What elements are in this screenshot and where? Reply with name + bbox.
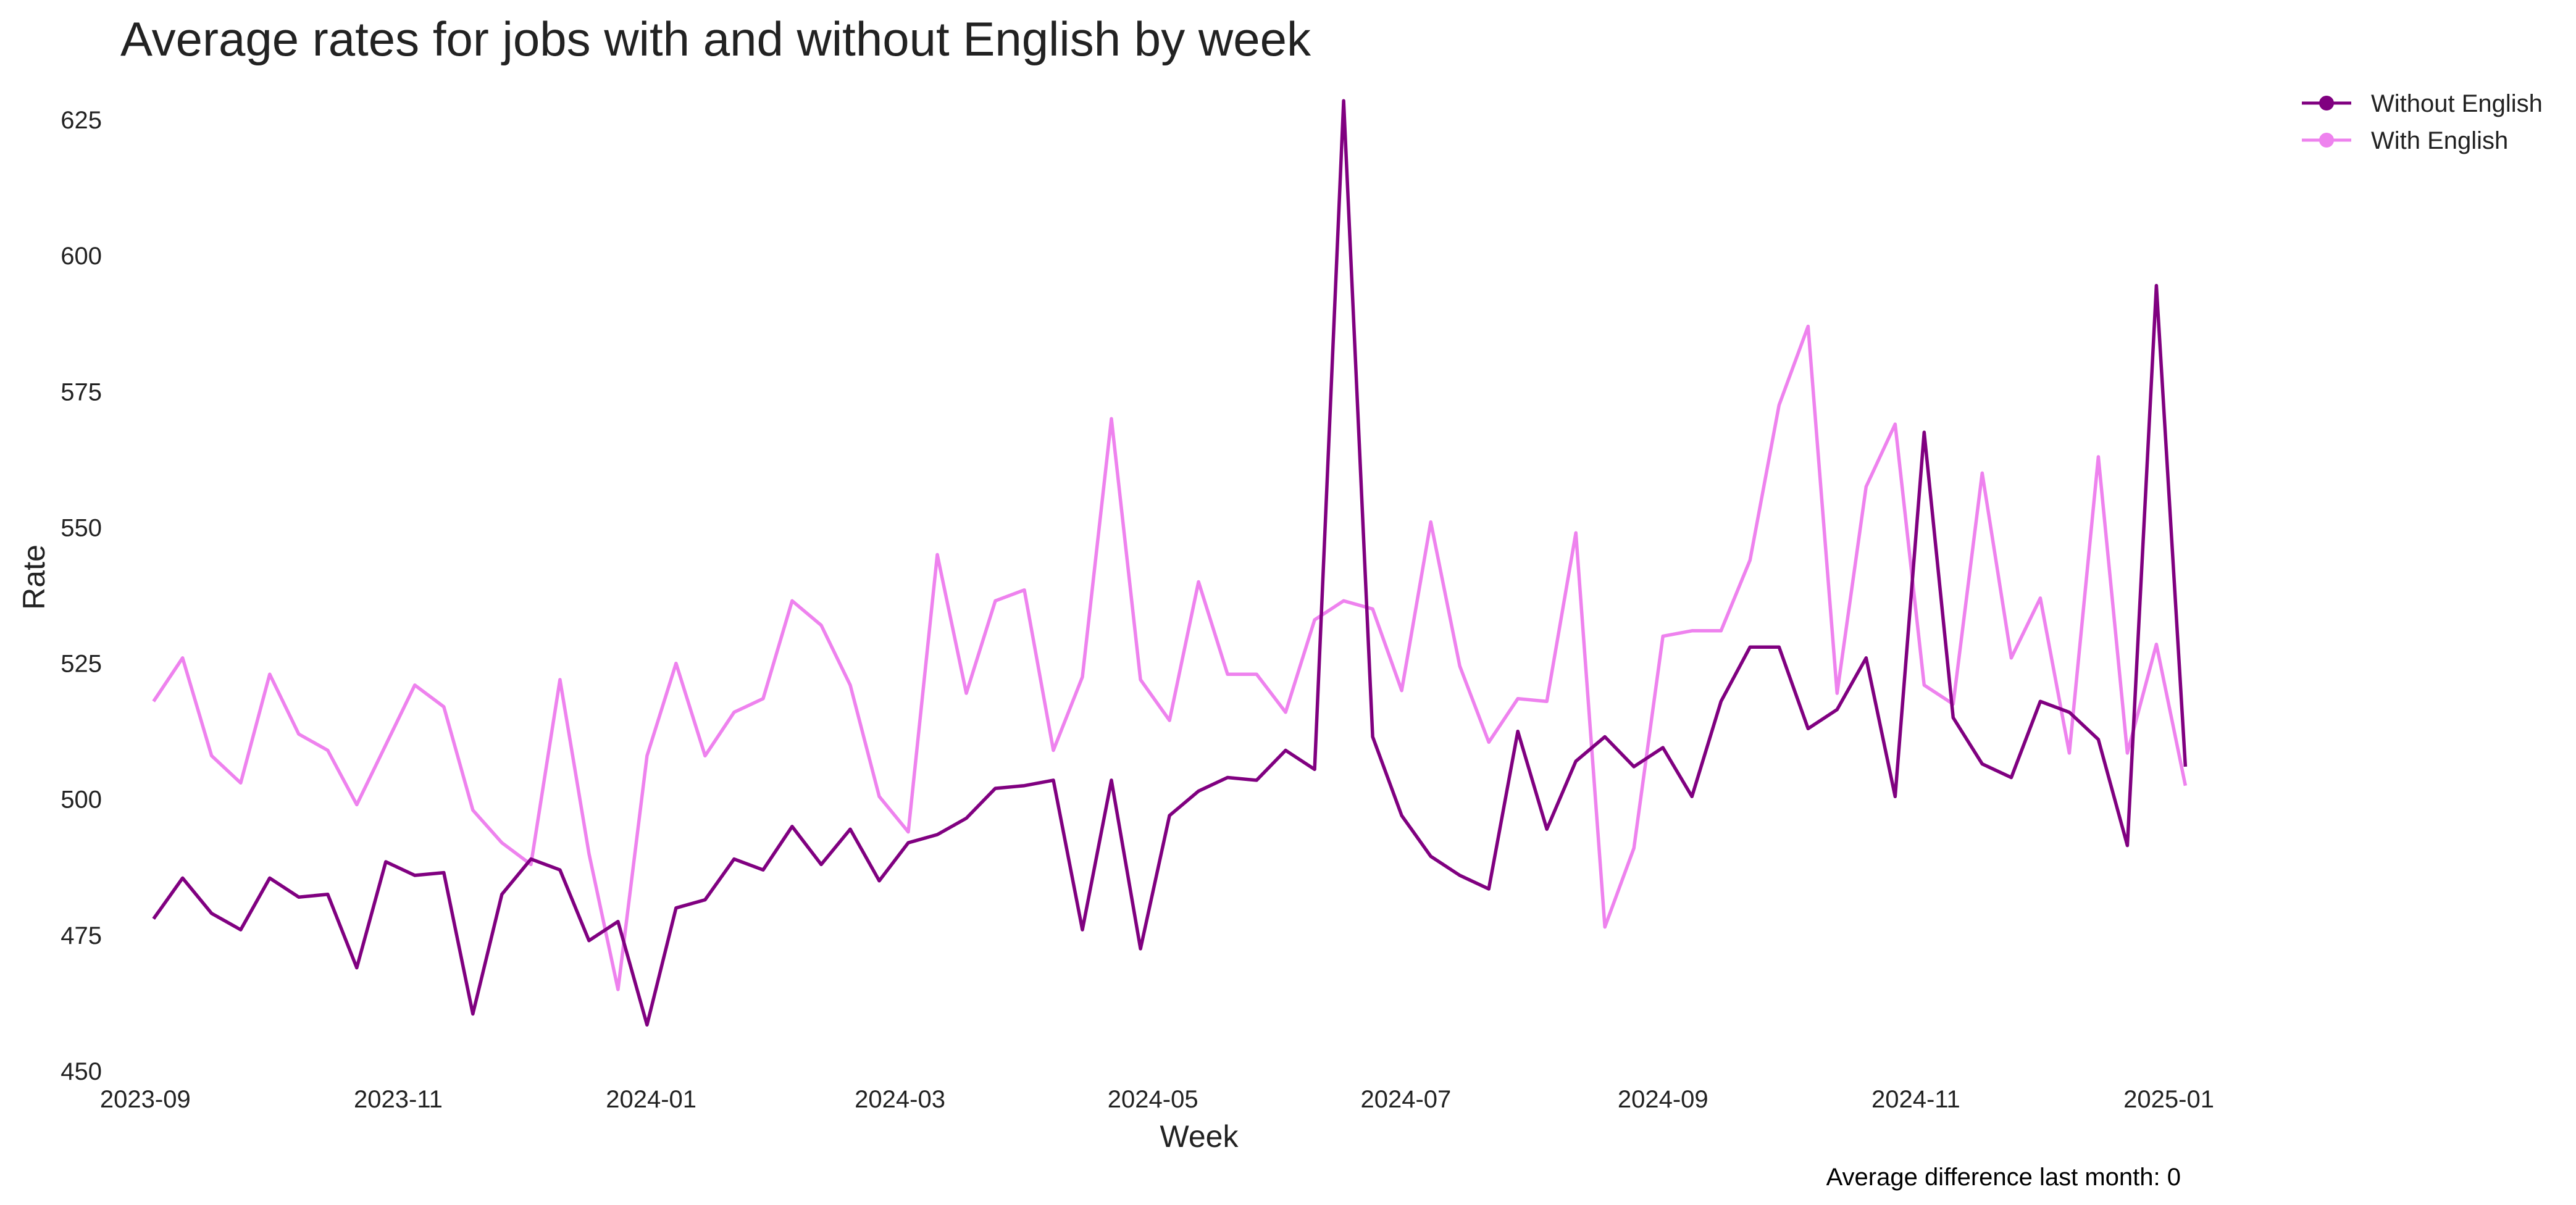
x-tick-label: 2023-11 xyxy=(354,1086,443,1113)
y-tick-label: 600 xyxy=(61,243,102,270)
x-tick-label: 2024-09 xyxy=(1618,1086,1708,1113)
legend: Without English With English xyxy=(2302,90,2543,154)
legend-marker-without-english xyxy=(2319,96,2334,110)
legend-item-with-english: With English xyxy=(2302,127,2508,154)
y-tick-label: 550 xyxy=(61,514,102,541)
legend-label-with-english: With English xyxy=(2371,127,2508,154)
x-tick-label: 2024-11 xyxy=(1871,1086,1960,1113)
x-tick-label: 2023-09 xyxy=(100,1086,191,1113)
y-tick-label: 475 xyxy=(61,922,102,949)
x-tick-label: 2025-01 xyxy=(2123,1086,2214,1113)
y-tick-label: 525 xyxy=(61,651,102,678)
x-tick-label: 2024-05 xyxy=(1108,1086,1198,1113)
series-line-with-english xyxy=(152,324,2188,991)
x-tick-label: 2024-03 xyxy=(855,1086,945,1113)
y-tick-label: 625 xyxy=(61,107,102,134)
y-tick-label: 500 xyxy=(61,786,102,814)
x-tick-label: 2024-07 xyxy=(1360,1086,1451,1113)
y-axis-label: Rate xyxy=(17,544,51,610)
y-tick-label: 450 xyxy=(61,1058,102,1085)
series-line-without-english xyxy=(152,99,2188,1027)
y-axis-ticks: 450 475 500 525 550 575 600 625 xyxy=(61,107,102,1085)
plot-area xyxy=(152,99,2188,1027)
y-tick-label: 575 xyxy=(61,378,102,406)
average-difference-note: Average difference last month: 0 xyxy=(1826,1164,2181,1191)
legend-marker-with-english xyxy=(2319,133,2334,148)
legend-label-without-english: Without English xyxy=(2371,90,2543,117)
legend-item-without-english: Without English xyxy=(2302,90,2543,117)
x-axis-label: Week xyxy=(1160,1119,1239,1154)
x-tick-label: 2024-01 xyxy=(606,1086,696,1113)
chart-title: Average rates for jobs with and without … xyxy=(120,12,1311,66)
x-axis-ticks: 2023-09 2023-11 2024-01 2024-03 2024-05 2024-… xyxy=(100,1086,2214,1113)
